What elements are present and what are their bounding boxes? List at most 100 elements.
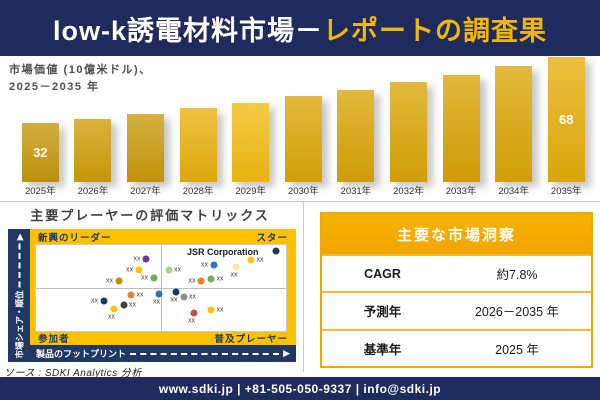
bar-2031年	[337, 89, 375, 182]
bar-column: 2031年	[330, 54, 383, 198]
matrix-point-label: xx	[153, 298, 160, 306]
matrix-frame: 新興のリーダー スター 参加者 普及プレーヤー JSR Corporation …	[30, 229, 296, 345]
source-note: ソース : SDKI Analytics 分析	[4, 368, 142, 379]
title-market-segment: low-k誘電材料市場－	[52, 15, 323, 46]
bar-2034年	[495, 66, 533, 182]
matrix-x-axis-label: 製品のフットプリント	[36, 349, 127, 359]
matrix-data-point: xx	[231, 263, 240, 278]
matrix-point-label: xx	[106, 277, 113, 285]
market-insights-table: 主要な市場洞察 CAGR 約7.8% 予測年 2026－2035 年 基準年 2…	[320, 212, 593, 368]
table-row: 基準年 2025 年	[322, 328, 591, 366]
row-label-cagr: CAGR	[364, 266, 401, 281]
matrix-y-axis-label: 市場シェア・順位	[14, 289, 24, 358]
arrow-up-icon: ▶	[13, 233, 24, 240]
x-axis-tick-label: 2035年	[550, 186, 582, 197]
bar-2035年: 68	[547, 56, 585, 182]
matrix-y-axis: 市場シェア・順位 ▶	[8, 229, 30, 362]
x-axis-tick-label: 2034年	[498, 186, 529, 197]
bar-column: 2033年	[435, 54, 488, 198]
matrix-point-label: xx	[174, 266, 181, 274]
bar-2027年	[126, 113, 164, 182]
company-annotation: JSR Corporation	[186, 246, 259, 257]
chart-title-line2: 2025－2035 年	[9, 80, 100, 93]
bar-2026年	[74, 118, 112, 182]
quadrant-label-participants: 参加者	[38, 334, 70, 345]
matrix-point-label: xx	[170, 296, 178, 304]
x-axis-tick-label: 2033年	[445, 186, 477, 197]
x-axis-tick-label: 2031年	[340, 186, 372, 197]
matrix-point-label: xx	[108, 313, 115, 321]
bar-column: 2028年	[172, 54, 225, 198]
bar-column: 32 2025年	[14, 54, 67, 198]
matrix-point-label: xx	[216, 306, 224, 313]
quadrant-label-emerging-leaders: 新興のリーダー	[38, 233, 112, 244]
bar-2025年: 32	[21, 123, 59, 182]
matrix-point-label: xx	[189, 293, 196, 301]
x-axis-tick-label: 2030年	[287, 186, 319, 197]
matrix-y-axis-inner: 市場シェア・順位 ▶	[8, 229, 30, 362]
matrix-data-point: xx	[188, 309, 197, 324]
table-row: 予測年 2026－2035 年	[322, 291, 591, 328]
matrix-point-label: xx	[188, 277, 196, 285]
bar-2029年	[232, 102, 270, 182]
bar-value-label: 68	[559, 111, 574, 127]
bar-column: 2026年	[67, 54, 120, 198]
horizontal-divider	[0, 201, 600, 202]
matrix-data-point: xx	[201, 261, 217, 269]
matrix-point-label: xx	[136, 291, 144, 299]
bar-column: 2027年	[119, 54, 172, 198]
bar-2032年	[389, 82, 427, 182]
quadrant-divider-horizontal	[36, 288, 286, 289]
matrix-data-point: xx	[165, 266, 181, 274]
x-axis-tick-label: 2028年	[182, 186, 214, 197]
matrix-point-label: xx	[256, 256, 264, 264]
row-value-forecast-years: 2026－2035 年	[474, 305, 560, 320]
matrix-data-point: xx	[153, 290, 162, 306]
contact-info: www.sdki.jp | +81-505-050-9337 | info@sd…	[158, 381, 442, 396]
matrix-data-point: xx	[91, 297, 107, 305]
matrix-data-point: xx	[127, 291, 144, 299]
x-axis-tick-label: 2027年	[130, 186, 161, 197]
matrix-data-point: xx	[106, 277, 122, 285]
bar-value-label: 32	[33, 145, 48, 161]
chart-title-line1: 市場価値 (10億米ドル)、	[9, 64, 152, 76]
matrix-point-label: xx	[230, 271, 238, 278]
matrix-point-label: xx	[216, 275, 224, 283]
matrix-point-label: xx	[91, 297, 98, 305]
matrix-data-point: xx	[180, 293, 196, 301]
x-axis-tick-label: 2029年	[235, 186, 266, 197]
insights-table-header: 主要な市場洞察	[322, 214, 591, 254]
bar-column: 2034年	[487, 54, 540, 198]
matrix-point-label: xx	[188, 317, 195, 325]
matrix-data-point: xx	[207, 275, 224, 283]
row-value-base-year: 2025 年	[495, 342, 539, 357]
vertical-divider	[303, 201, 304, 372]
dashed-arrow-line	[130, 352, 280, 355]
x-axis-tick-label: 2026年	[77, 186, 109, 197]
chart-title: 市場価値 (10億米ドル)、 2025－2035 年	[9, 62, 152, 95]
matrix-data-point: xx	[120, 301, 136, 309]
matrix-data-point	[272, 247, 280, 255]
quadrant-label-pervasive-players: 普及プレーヤー	[214, 334, 288, 345]
matrix-data-point: xx	[134, 255, 150, 263]
quadrant-label-star: スター	[256, 233, 288, 244]
matrix-data-point: xx	[126, 266, 142, 274]
bar-2033年	[442, 74, 480, 182]
contact-footer: www.sdki.jp | +81-505-050-9337 | info@sd…	[0, 377, 600, 400]
matrix-x-axis: 製品のフットプリント ▶	[30, 345, 296, 362]
matrix-point-label: xx	[201, 261, 208, 269]
bar-column: 2032年	[382, 54, 435, 198]
bar-2030年	[284, 96, 322, 182]
table-row: CAGR 約7.8%	[322, 254, 591, 291]
title-report-findings: レポートの調査果	[323, 15, 547, 46]
row-label-base-year: 基準年	[363, 342, 402, 357]
matrix-point-label: xx	[126, 266, 133, 274]
x-axis-tick-label: 2032年	[393, 186, 424, 197]
bar-column: 68 2035年	[540, 54, 593, 198]
matrix-point-label: xx	[141, 274, 148, 282]
bar-column: 2030年	[277, 54, 330, 198]
matrix-point-label: xx	[133, 255, 141, 263]
matrix-data-point: xx	[171, 288, 180, 304]
row-label-forecast-years: 予測年	[363, 305, 402, 320]
